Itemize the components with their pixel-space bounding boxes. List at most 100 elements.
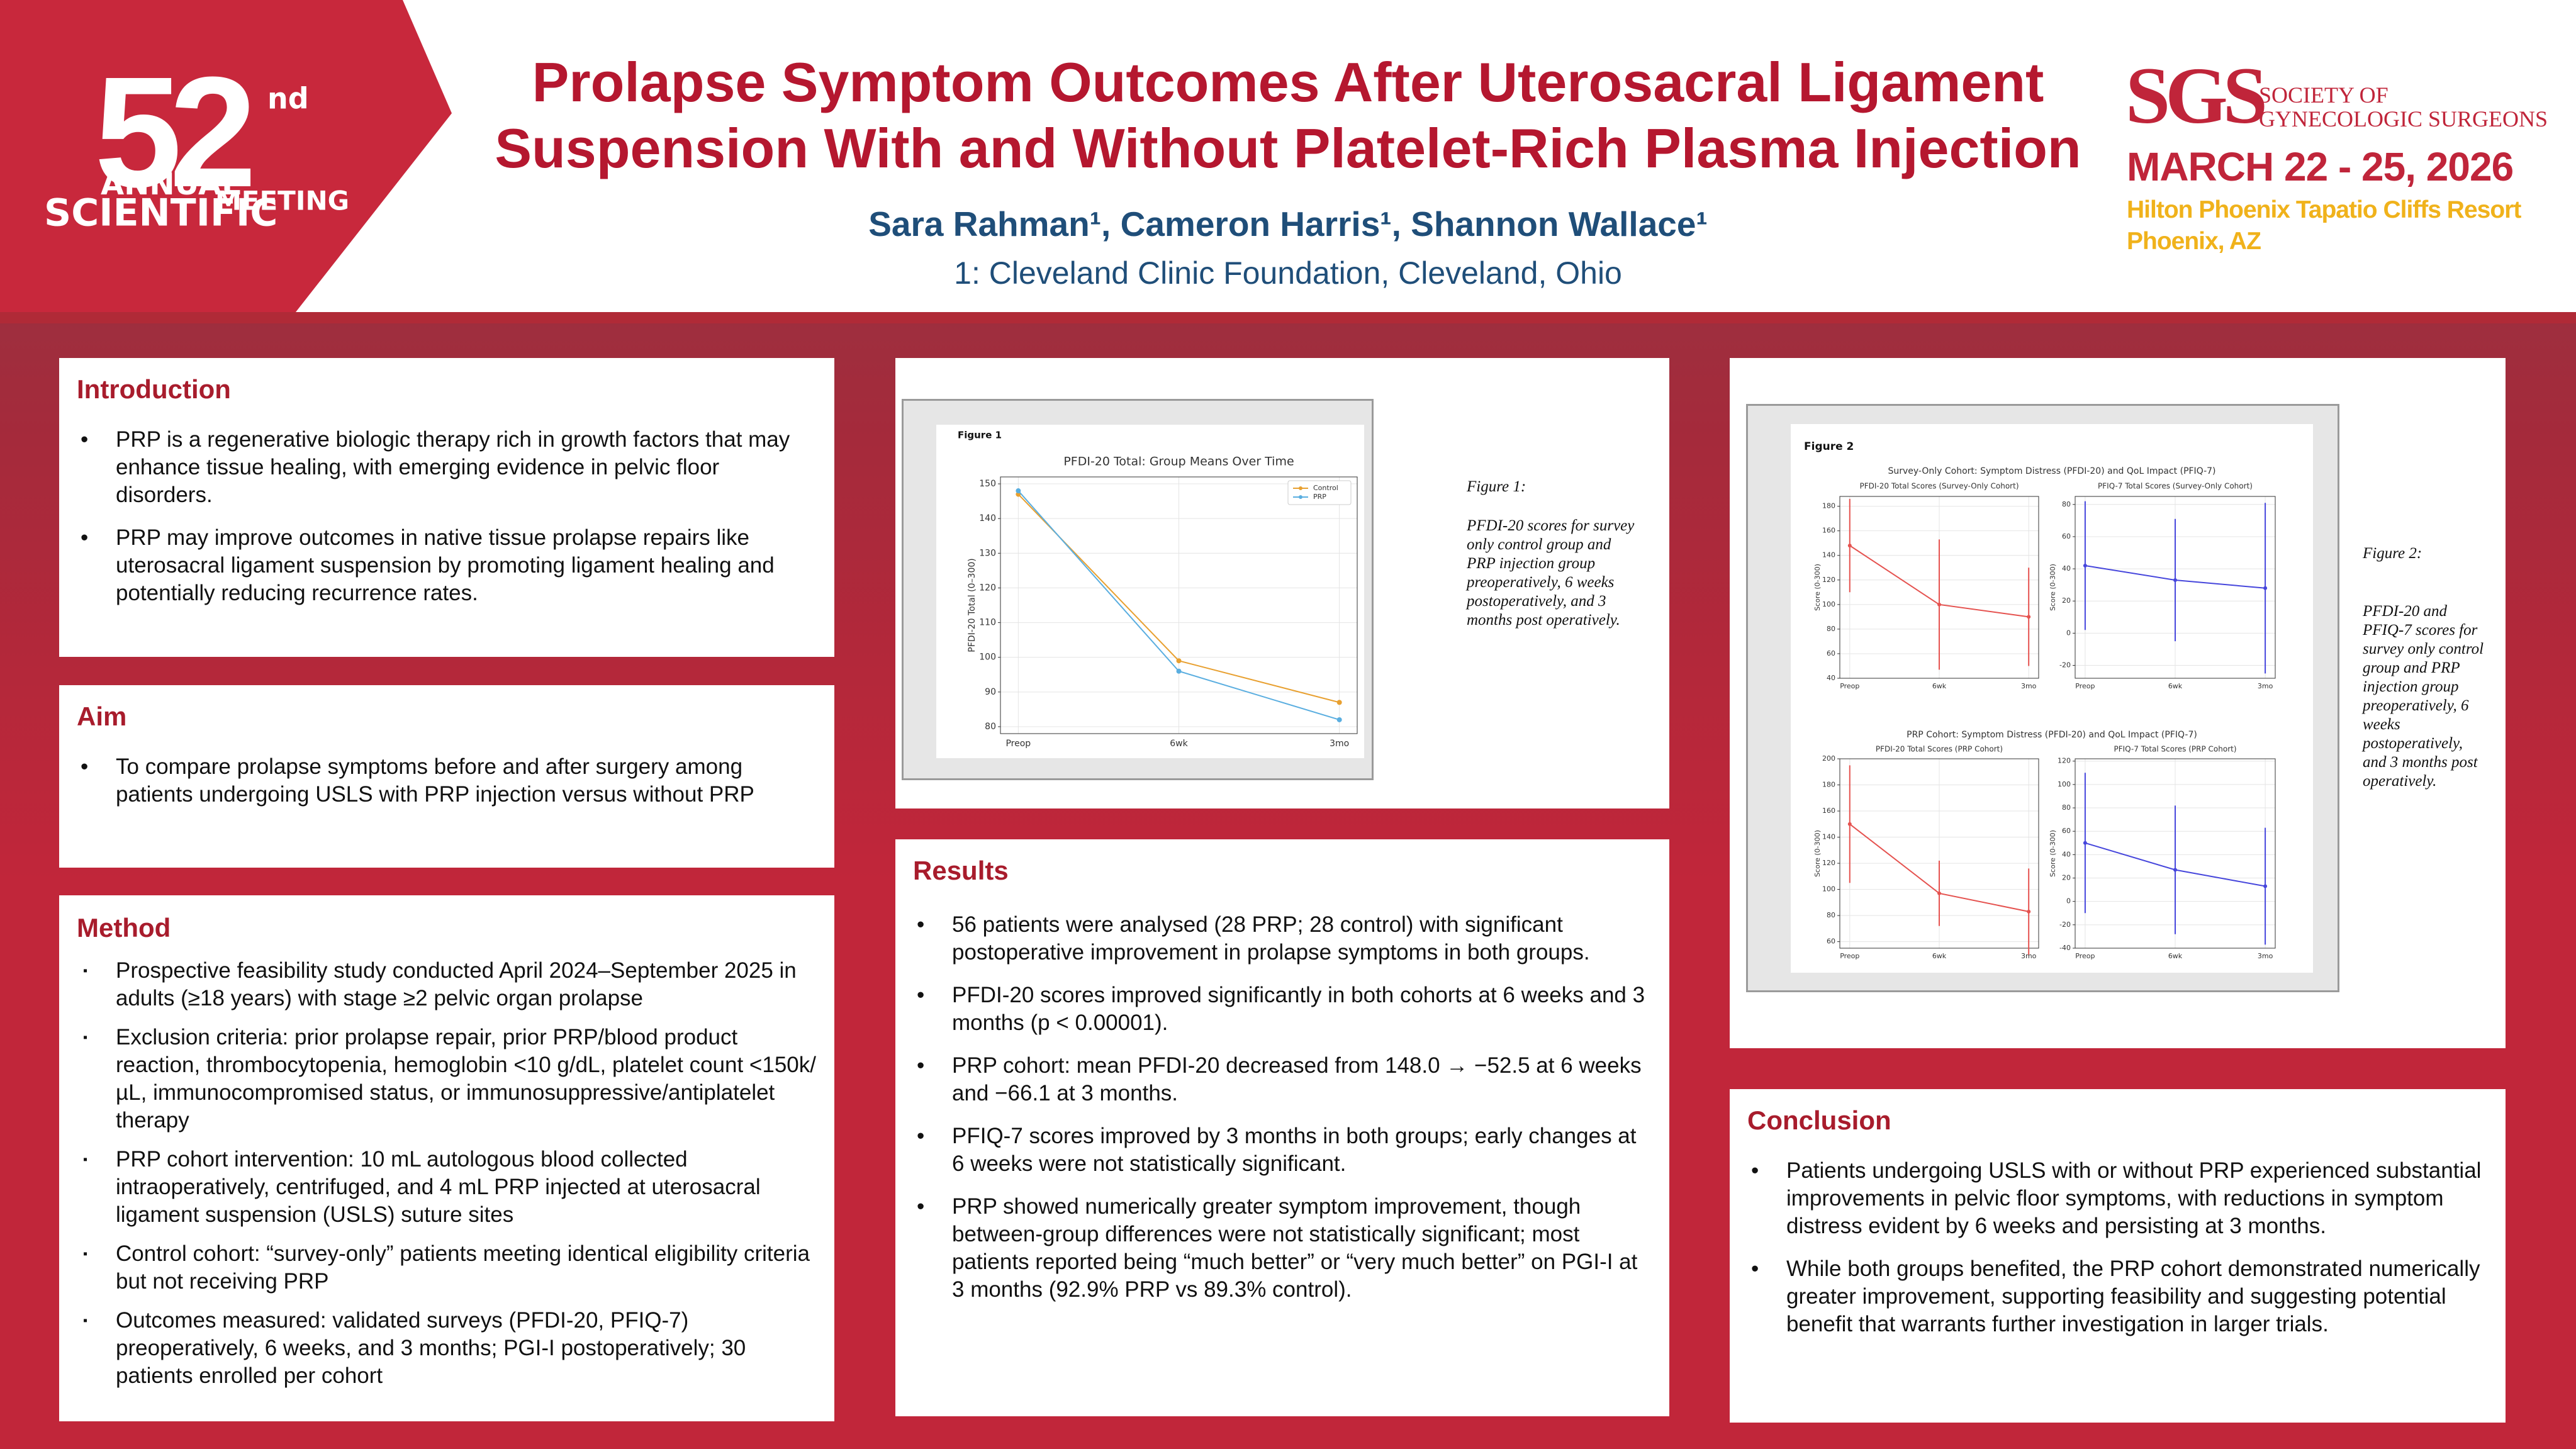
figure-suptitle: PRP Cohort: Symptom Distress (PFDI-20) a… <box>1907 730 2197 740</box>
data-point <box>1847 544 1852 548</box>
figure-caption-title: Figure 1: <box>1467 478 1526 495</box>
data-point <box>1847 822 1852 826</box>
data-point <box>2027 615 2031 619</box>
bullet-item: While both groups benefited, the PRP coh… <box>1747 1255 2488 1338</box>
society-name: GYNECOLOGIC SURGEONS <box>2259 106 2548 131</box>
y-tick-label: -20 <box>2059 661 2071 669</box>
bullet-list: Patients undergoing USLS with or without… <box>1747 1157 2488 1338</box>
x-tick-label: Preop <box>1840 952 1859 960</box>
bullet-item: PFIQ-7 scores improved by 3 months in bo… <box>913 1122 1652 1178</box>
method-panel: Method Prospective feasibility study con… <box>59 895 834 1421</box>
data-point <box>1336 700 1342 705</box>
affiliation: 1: Cleveland Clinic Foundation, Clevelan… <box>954 255 1622 291</box>
section-heading: Results <box>913 856 1009 885</box>
figure-caption: PFDI-20 scores for survey only control g… <box>1467 517 1635 629</box>
figure-caption: PFDI-20 and PFIQ-7 scores for survey onl… <box>2363 603 2484 790</box>
legend-marker <box>1299 486 1302 490</box>
poster-title: Prolapse Symptom Outcomes After Uterosac… <box>532 51 2044 113</box>
legend-marker <box>1299 495 1302 499</box>
bullet-item: To compare prolapse symptoms before and … <box>77 753 817 808</box>
data-point <box>2263 586 2268 590</box>
data-point <box>1176 658 1182 664</box>
y-tick-label: 160 <box>1822 807 1835 815</box>
poster-title: Suspension With and Without Platelet-Ric… <box>495 117 2081 179</box>
y-axis-label: PFDI-20 Total (0–300) <box>967 558 977 652</box>
y-tick-label: 100 <box>1822 885 1835 893</box>
y-tick-label: 150 <box>979 479 996 489</box>
y-tick-label: 160 <box>1822 527 1835 535</box>
society-acronym: SGS <box>2125 51 2268 140</box>
plot-frame <box>2075 758 2276 949</box>
venue: Hilton Phoenix Tapatio Cliffs Resort <box>2127 196 2521 223</box>
y-tick-label: 40 <box>2062 564 2071 573</box>
bullet-item: 56 patients were analysed (28 PRP; 28 co… <box>913 911 1652 966</box>
y-tick-label: 140 <box>1822 551 1835 559</box>
legend-box <box>1287 480 1352 505</box>
y-tick-label: 140 <box>1822 833 1835 841</box>
x-tick-label: 3mo <box>2258 682 2273 690</box>
section-heading: Introduction <box>77 374 231 404</box>
y-tick-label: 100 <box>979 652 996 663</box>
bullet-item: Prospective feasibility study conducted … <box>77 957 817 1012</box>
data-point <box>1937 602 1941 607</box>
y-tick-label: 180 <box>1822 502 1835 510</box>
bullet-list: 56 patients were analysed (28 PRP; 28 co… <box>913 911 1652 1304</box>
y-axis-label: Score (0-300) <box>2049 564 2057 611</box>
y-tick-label: 80 <box>2062 803 2071 812</box>
logo-badge: 52 nd ANNUAL SCIENTIFIC MEETING <box>0 0 452 312</box>
y-tick-label: 80 <box>985 722 996 732</box>
y-tick-label: 40 <box>1827 674 1835 682</box>
bullet-item: PFDI-20 scores improved significantly in… <box>913 982 1652 1037</box>
y-tick-label: 80 <box>1827 625 1835 633</box>
y-tick-label: 110 <box>979 618 996 628</box>
y-tick-label: 200 <box>1822 754 1835 763</box>
plot-frame <box>1839 496 2039 679</box>
header: 52 nd ANNUAL SCIENTIFIC MEETING Prolapse… <box>0 0 2576 312</box>
figure-label: Figure 1 <box>958 430 1002 441</box>
legend-label: PRP <box>1313 493 1326 501</box>
bullet-item: PRP cohort intervention: 10 mL autologou… <box>77 1146 817 1229</box>
x-tick-label: Preop <box>2075 682 2095 690</box>
authors: Sara Rahman¹, Cameron Harris¹, Shannon W… <box>868 204 1708 243</box>
data-point <box>1937 891 1941 895</box>
y-tick-label: 60 <box>2062 532 2071 540</box>
plot-frame <box>1839 758 2039 949</box>
data-point <box>1336 717 1342 722</box>
data-point <box>2083 841 2087 845</box>
y-tick-label: 0 <box>2066 629 2071 637</box>
y-tick-label: 120 <box>1822 576 1835 584</box>
y-tick-label: 120 <box>979 583 996 593</box>
data-point <box>1016 488 1021 494</box>
header-bar <box>0 312 2576 323</box>
figure-caption-title: Figure 2: <box>2363 545 2422 562</box>
aim-panel: Aim To compare prolapse symptoms before … <box>59 685 834 868</box>
y-tick-label: -40 <box>2059 944 2071 952</box>
logo-suffix: nd <box>267 82 309 116</box>
figure1-panel: Figure 1: PFDI-20 scores for survey only… <box>895 358 1669 808</box>
bullet-list: To compare prolapse symptoms before and … <box>77 753 817 808</box>
x-tick-label: 6wk <box>2168 952 2183 960</box>
bullet-item: Outcomes measured: validated surveys (PF… <box>77 1307 817 1390</box>
plot-frame <box>1000 476 1358 734</box>
bullet-item: PRP may improve outcomes in native tissu… <box>77 524 817 607</box>
data-point <box>2027 909 2031 914</box>
x-tick-label: Preop <box>1840 682 1859 690</box>
figure2-panel: Figure 2: PFDI-20 and PFIQ-7 scores for … <box>1730 358 2506 1048</box>
y-tick-label: 90 <box>985 687 996 697</box>
y-tick-label: 80 <box>2062 500 2071 508</box>
bullet-item: Exclusion criteria: prior prolapse repai… <box>77 1024 817 1134</box>
x-tick-label: 6wk <box>1170 739 1188 749</box>
y-tick-label: 180 <box>1822 781 1835 789</box>
figure-label: Figure 2 <box>1804 440 1854 453</box>
x-tick-label: 3mo <box>2258 952 2273 960</box>
y-axis-label: Score (0-300) <box>1813 830 1822 877</box>
chart-title: PFDI-20 Total: Group Means Over Time <box>1063 455 1294 469</box>
data-point <box>1176 668 1182 674</box>
figure-image <box>936 425 1364 758</box>
meeting-dates: MARCH 22 - 25, 2026 <box>2127 144 2514 189</box>
introduction-panel: Introduction PRP is a regenerative biolo… <box>59 358 834 657</box>
logo-line: SCIENTIFIC <box>44 191 277 235</box>
bullet-list: Prospective feasibility study conducted … <box>77 957 817 1390</box>
y-tick-label: 40 <box>2062 850 2071 858</box>
